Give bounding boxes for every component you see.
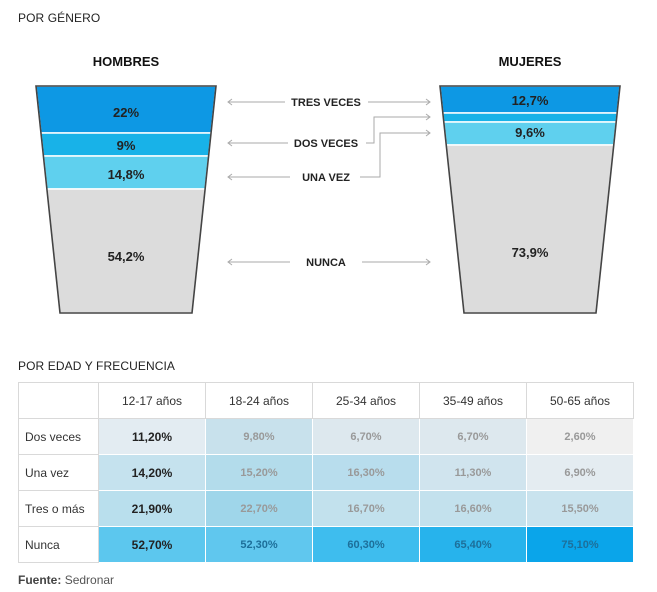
cup-header-mujeres: MUJERES	[499, 54, 562, 69]
cup-value-hombres-dos-veces: 9%	[117, 138, 136, 153]
table-header-4: 50-65 años	[526, 382, 634, 419]
table-header-3: 35-49 años	[419, 382, 527, 419]
table-cell: 14,20%	[98, 454, 206, 491]
arrow-dos-veces-right-head	[425, 113, 431, 121]
table-cell: 6,70%	[312, 418, 420, 455]
table-cell: 11,20%	[98, 418, 206, 455]
arrow-una-vez-right-head	[425, 129, 431, 137]
table-cell: 15,50%	[526, 490, 634, 527]
arrow-una-vez-left-head	[227, 173, 233, 181]
arrow-tres-veces-left-head	[227, 98, 233, 106]
cup-outline-mujeres	[439, 85, 621, 314]
table-row-label: Dos veces	[18, 418, 99, 455]
table-cell: 9,80%	[205, 418, 313, 455]
cup-value-hombres-nunca: 54,2%	[108, 249, 145, 264]
source-label: Fuente:	[18, 573, 62, 587]
category-label-nunca: NUNCA	[306, 257, 346, 269]
cup-outline-hombres	[35, 85, 217, 314]
table-cell: 16,70%	[312, 490, 420, 527]
table-header-1: 18-24 años	[205, 382, 313, 419]
section-title-age: POR EDAD Y FRECUENCIA	[18, 359, 176, 373]
table-cell: 16,60%	[419, 490, 527, 527]
arrow-nunca-left-head	[227, 258, 233, 266]
table-cell: 11,30%	[419, 454, 527, 491]
cup-header-hombres: HOMBRES	[93, 54, 160, 69]
table-row: Nunca 52,70% 52,30% 60,30% 65,40% 75,10%	[18, 526, 634, 563]
category-label-dos-veces: DOS VECES	[294, 138, 358, 150]
arrow-tres-veces-right-head	[425, 98, 431, 106]
table-cell: 16,30%	[312, 454, 420, 491]
source-note: Fuente: Sedronar	[18, 573, 114, 587]
category-label-tres-veces: TRES VECES	[291, 97, 361, 109]
table-cell: 52,70%	[98, 526, 206, 563]
table-cell: 2,60%	[526, 418, 634, 455]
table-row-label: Una vez	[18, 454, 99, 491]
table-cell: 60,30%	[312, 526, 420, 563]
table-header-row: 12-17 años 18-24 años 25-34 años 35-49 años…	[18, 382, 634, 419]
table-row-label: Tres o más	[18, 490, 99, 527]
table-header-0: 12-17 años	[98, 382, 206, 419]
table-row: Una vez 14,20% 15,20% 16,30% 11,30% 6,90%	[18, 454, 634, 491]
source-value: Sedronar	[64, 573, 115, 587]
table-cell: 15,20%	[205, 454, 313, 491]
cup-value-mujeres-nunca: 73,9%	[512, 245, 549, 260]
table-row: Tres o más 21,90% 22,70% 16,70% 16,60% 15,50%	[18, 490, 634, 527]
cup-value-hombres-tres-veces: 22%	[113, 105, 139, 120]
arrow-una-vez-right-line	[360, 132, 430, 178]
table-cell: 6,70%	[419, 418, 527, 455]
table-cell: 22,70%	[205, 490, 313, 527]
table-cell: 6,90%	[526, 454, 634, 491]
cup-segment-mujeres-dos-veces	[442, 112, 618, 123]
table-row: Dos veces 11,20% 9,80% 6,70% 6,70% 2,60%	[18, 418, 634, 455]
cup-value-mujeres-tres-veces: 12,7%	[512, 93, 549, 108]
table-header-2: 25-34 años	[312, 382, 420, 419]
cup-segment-mujeres-nunca	[445, 144, 615, 314]
arrow-dos-veces-left-head	[227, 139, 233, 147]
arrow-dos-veces-right-line	[366, 116, 430, 144]
section-title-gender: POR GÉNERO	[18, 11, 101, 25]
cup-value-mujeres-una-vez: 9,6%	[515, 125, 545, 140]
table-row-label: Nunca	[18, 526, 99, 563]
category-label-una-vez: UNA VEZ	[302, 172, 350, 184]
table-header-empty	[18, 382, 99, 419]
frequency-table: 12-17 años 18-24 años 25-34 años 35-49 años…	[18, 382, 634, 563]
table-cell: 52,30%	[205, 526, 313, 563]
gender-cup-chart: HOMBRES 22% 9% 14,8% 54,2% MUJERES 12,7% 9,6% 73…	[35, 54, 621, 314]
cup-value-hombres-una-vez: 14,8%	[108, 167, 145, 182]
table-cell: 65,40%	[419, 526, 527, 563]
table-cell: 75,10%	[526, 526, 634, 563]
table-cell: 21,90%	[98, 490, 206, 527]
arrow-nunca-right-head	[425, 258, 431, 266]
table-body: Dos veces 11,20% 9,80% 6,70% 6,70% 2,60% Una v…	[18, 418, 634, 563]
